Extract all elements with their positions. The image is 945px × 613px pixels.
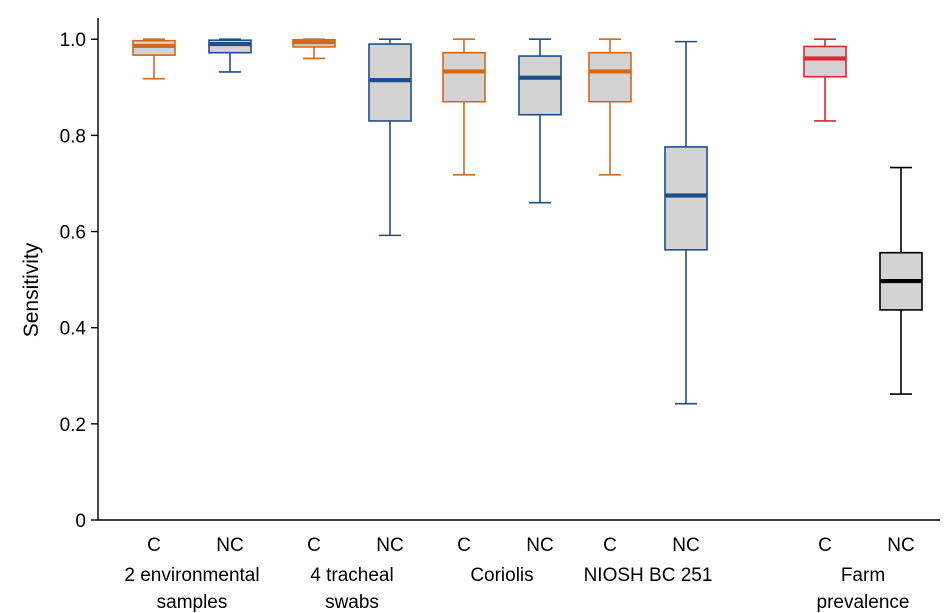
box-0-1 bbox=[208, 38, 252, 73]
group-label-line: 4 tracheal bbox=[310, 565, 393, 586]
box-1-1 bbox=[368, 38, 412, 237]
box-4-0 bbox=[803, 38, 847, 122]
box-2-0 bbox=[442, 38, 486, 176]
box-label-c: C bbox=[147, 535, 161, 556]
box-2-1 bbox=[518, 38, 562, 204]
y-tick-label: 0.4 bbox=[60, 319, 87, 340]
group-label-line: NIOSH BC 251 bbox=[584, 565, 713, 586]
box-iqr bbox=[803, 45, 847, 78]
box-3-0 bbox=[588, 38, 632, 176]
group-label-line: Coriolis bbox=[470, 565, 533, 586]
box-label-nc: NC bbox=[376, 535, 403, 556]
axes: 0 0.2 0.4 0.6 0.8 1.0 bbox=[60, 18, 940, 532]
box-iqr bbox=[588, 51, 632, 103]
x-labels: C NC 2 environmental samples C NC 4 tracheal sw… bbox=[124, 535, 914, 613]
box-iqr bbox=[368, 43, 412, 122]
box-1-0 bbox=[292, 38, 336, 60]
y-tick-label: 0.6 bbox=[60, 223, 86, 244]
box-3-1 bbox=[664, 40, 708, 405]
box-iqr bbox=[442, 51, 486, 103]
box-label-c: C bbox=[307, 535, 321, 556]
group-label-line: swabs bbox=[325, 592, 379, 613]
y-tick-label: 1.0 bbox=[60, 30, 86, 51]
group-label-line: Farm bbox=[841, 565, 885, 586]
box-label-c: C bbox=[603, 535, 617, 556]
y-axis-title: Sensitivity bbox=[20, 242, 43, 337]
box-label-nc: NC bbox=[887, 535, 914, 556]
box-iqr bbox=[518, 55, 562, 116]
y-tick-label: 0.2 bbox=[60, 415, 86, 436]
boxes bbox=[132, 38, 923, 405]
group-label-line: 2 environmental bbox=[124, 565, 259, 586]
box-0-0 bbox=[132, 38, 176, 80]
box-iqr bbox=[664, 146, 708, 251]
box-label-c: C bbox=[818, 535, 832, 556]
box-label-nc: NC bbox=[672, 535, 699, 556]
box-label-nc: NC bbox=[526, 535, 553, 556]
box-label-nc: NC bbox=[216, 535, 243, 556]
group-label-line: samples bbox=[157, 592, 228, 613]
box-4-1 bbox=[879, 166, 923, 395]
y-tick-label: 0.8 bbox=[60, 126, 86, 147]
group-label-line: prevalence bbox=[817, 592, 910, 613]
y-tick-label: 0 bbox=[75, 511, 86, 532]
box-label-c: C bbox=[457, 535, 471, 556]
